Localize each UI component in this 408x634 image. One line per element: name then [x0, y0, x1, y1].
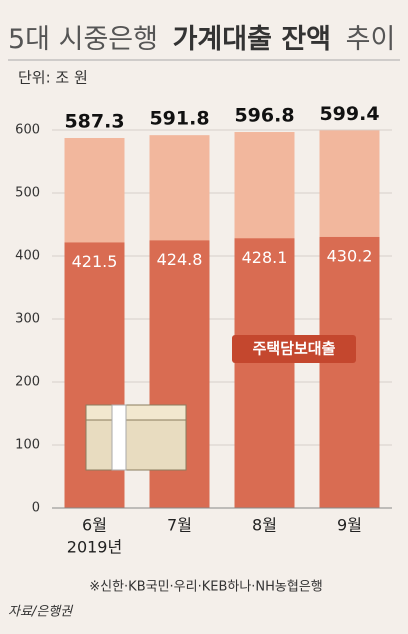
- money-band: [111, 404, 127, 471]
- mortgage-label: 428.1: [242, 248, 288, 267]
- x-tick-label: 8월: [252, 516, 277, 535]
- x-tick-label: 6월: [82, 516, 107, 535]
- y-tick-label: 400: [15, 249, 40, 264]
- unit-label: 단위: 조 원: [18, 69, 88, 87]
- mortgage-label: 421.5: [72, 252, 118, 271]
- year-label: 2019년: [67, 538, 122, 557]
- x-tick-label: 9월: [337, 516, 362, 535]
- mortgage-label: 424.8: [157, 250, 203, 269]
- y-tick-label: 100: [15, 438, 40, 453]
- title-part: 5대 시중은행: [8, 24, 158, 55]
- plot: 0 100 200 300 400 500 600 587.3 421.5 6월 2019년 591.…: [15, 103, 392, 557]
- total-label: 599.4: [319, 103, 379, 125]
- money-stack: [85, 419, 187, 471]
- legend-label: 주택담보대출: [253, 340, 336, 358]
- legend-box: [232, 335, 356, 363]
- money-stack-top: [85, 404, 187, 421]
- y-tick-label: 300: [15, 312, 40, 327]
- mortgage-label: 430.2: [327, 246, 373, 265]
- x-tick-label: 7월: [167, 516, 192, 535]
- mortgage-bar: [319, 236, 380, 508]
- total-label: 596.8: [234, 105, 294, 127]
- total-label: 587.3: [64, 111, 124, 133]
- title-part: 추이: [346, 24, 396, 55]
- money-icon: [85, 404, 187, 471]
- y-tick-label: 600: [15, 123, 40, 138]
- mortgage-bar: [234, 238, 295, 508]
- y-tick-label: 500: [15, 186, 40, 201]
- title-part: 가계대출 잔액: [173, 24, 331, 55]
- note: ※신한·KB국민·우리·KEB하나·NH농협은행: [89, 579, 323, 595]
- chart-title: 5대 시중은행 가계대출 잔액 추이: [8, 24, 395, 55]
- total-label: 591.8: [149, 108, 209, 130]
- source: 자료/은행권: [8, 605, 74, 620]
- y-tick-label: 0: [32, 501, 40, 516]
- y-tick-label: 200: [15, 375, 40, 390]
